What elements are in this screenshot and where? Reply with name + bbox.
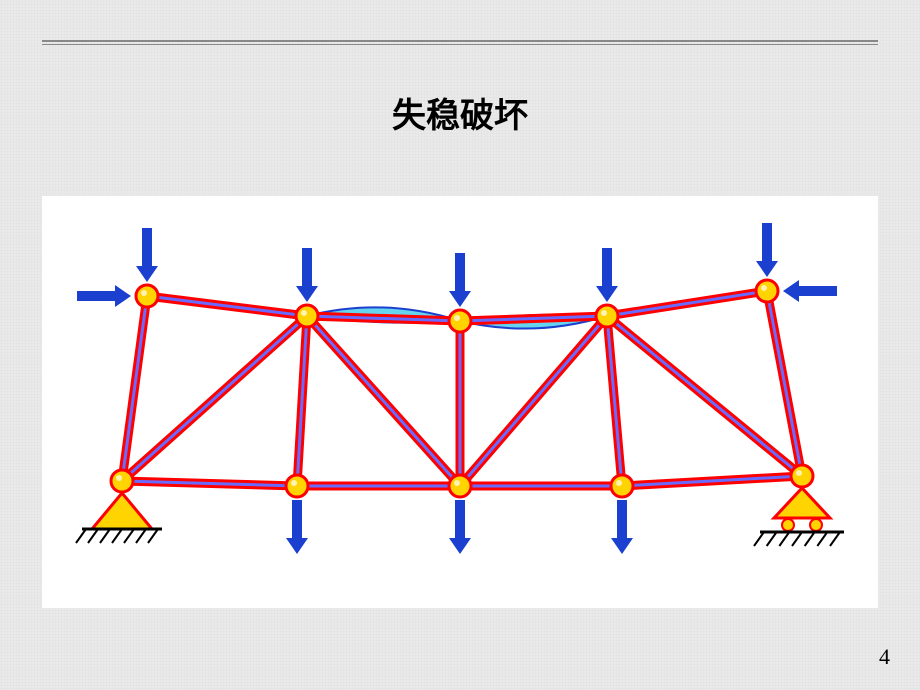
- node-highlight: [454, 480, 460, 486]
- node-highlight: [291, 480, 297, 486]
- arrow-shaft: [762, 223, 772, 261]
- slide: 失稳破坏 4: [0, 0, 920, 690]
- ground-hatch: [817, 532, 827, 546]
- arrow-head: [449, 538, 471, 554]
- arrow-shaft: [799, 286, 837, 296]
- arrow-shaft: [142, 228, 152, 266]
- ground-hatch: [779, 532, 789, 546]
- arrow-shaft: [292, 500, 302, 538]
- member-inner: [122, 316, 307, 481]
- top-rule-1: [42, 40, 878, 42]
- roller-support: [774, 488, 830, 518]
- arrow-head: [783, 280, 799, 302]
- slide-title: 失稳破坏: [0, 88, 920, 137]
- arrow-head: [136, 266, 158, 282]
- node-highlight: [616, 480, 622, 486]
- roller-wheel: [810, 519, 822, 531]
- arrow-shaft: [455, 253, 465, 291]
- ground-hatch: [792, 532, 802, 546]
- node-B4: [611, 475, 633, 497]
- member-inner: [122, 296, 147, 481]
- arrow-head: [596, 286, 618, 302]
- arrow-head: [611, 538, 633, 554]
- top-rule-2: [42, 44, 878, 45]
- arrow-shaft: [77, 291, 115, 301]
- ground-hatch: [112, 529, 122, 543]
- ground-hatch: [76, 529, 86, 543]
- member-inner: [307, 316, 460, 486]
- arrow-shaft: [617, 500, 627, 538]
- ground-hatch: [88, 529, 98, 543]
- arrow-head: [115, 285, 131, 307]
- node-T2: [296, 305, 318, 327]
- node-T3: [449, 310, 471, 332]
- roller-wheel: [782, 519, 794, 531]
- node-B2: [286, 475, 308, 497]
- node-B3: [449, 475, 471, 497]
- arrow-head: [286, 538, 308, 554]
- ground-hatch: [136, 529, 146, 543]
- truss-figure: [42, 196, 878, 608]
- node-T4: [596, 305, 618, 327]
- node-highlight: [761, 285, 767, 291]
- ground-hatch: [830, 532, 840, 546]
- node-highlight: [116, 475, 122, 481]
- node-highlight: [141, 290, 147, 296]
- truss-svg: [42, 196, 878, 608]
- member-inner: [460, 316, 607, 486]
- arrow-head: [449, 291, 471, 307]
- ground-hatch: [148, 529, 158, 543]
- ground-hatch: [100, 529, 110, 543]
- node-B5: [791, 465, 813, 487]
- arrow-head: [756, 261, 778, 277]
- ground-hatch: [767, 532, 777, 546]
- node-B1: [111, 470, 133, 492]
- node-highlight: [601, 310, 607, 316]
- page-number: 4: [879, 644, 890, 670]
- node-highlight: [454, 315, 460, 321]
- node-highlight: [301, 310, 307, 316]
- ground-hatch: [124, 529, 134, 543]
- arrow-shaft: [455, 500, 465, 538]
- node-highlight: [796, 470, 802, 476]
- node-T5: [756, 280, 778, 302]
- node-T1: [136, 285, 158, 307]
- arrow-shaft: [302, 248, 312, 286]
- pin-support: [92, 493, 152, 529]
- member-inner: [607, 316, 622, 486]
- ground-hatch: [754, 532, 764, 546]
- arrow-head: [296, 286, 318, 302]
- member-inner: [607, 291, 767, 316]
- arrow-shaft: [602, 248, 612, 286]
- ground-hatch: [805, 532, 815, 546]
- member-inner: [147, 296, 307, 316]
